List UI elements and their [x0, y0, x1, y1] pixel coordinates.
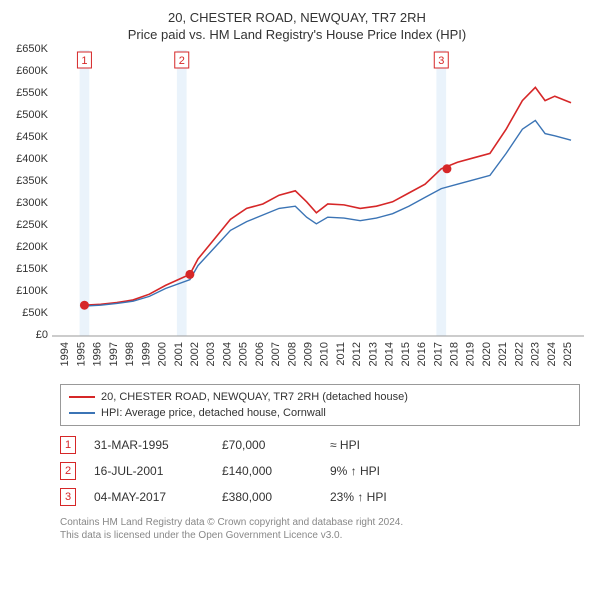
y-tick-label: £400K: [4, 153, 48, 165]
y-tick-label: £650K: [4, 43, 48, 55]
legend-swatch: [69, 412, 95, 414]
chart: 1993 1994 1995 1996 1997 1998 1999 2000 2001 2002…: [52, 46, 590, 376]
svg-text:2025: 2025: [562, 342, 574, 366]
svg-text:2006: 2006: [254, 342, 266, 366]
attribution: Contains HM Land Registry data © Crown c…: [60, 516, 580, 542]
svg-text:2014: 2014: [384, 342, 396, 366]
svg-text:2000: 2000: [157, 342, 169, 366]
svg-text:2015: 2015: [400, 342, 412, 366]
sale-row: 1 31-MAR-1995 £70,000 ≈ HPI: [60, 432, 580, 458]
svg-text:1996: 1996: [92, 342, 104, 366]
svg-text:2002: 2002: [189, 342, 201, 366]
sale-price: £140,000: [222, 464, 312, 478]
y-tick-label: £450K: [4, 131, 48, 143]
svg-text:1995: 1995: [75, 342, 87, 366]
sale-badge: 3: [60, 488, 76, 506]
svg-text:2003: 2003: [205, 342, 217, 366]
sale-date: 16-JUL-2001: [94, 464, 204, 478]
y-tick-label: £350K: [4, 175, 48, 187]
svg-text:3: 3: [438, 55, 444, 67]
svg-text:1997: 1997: [108, 342, 120, 366]
legend-swatch: [69, 396, 95, 398]
sale-hpi: 9% ↑ HPI: [330, 464, 420, 478]
sale-price: £380,000: [222, 490, 312, 504]
svg-text:2016: 2016: [416, 342, 428, 366]
y-tick-label: £100K: [4, 285, 48, 297]
svg-text:2010: 2010: [319, 342, 331, 366]
svg-text:2012: 2012: [351, 342, 363, 366]
svg-text:2013: 2013: [367, 342, 379, 366]
svg-text:2017: 2017: [432, 342, 444, 366]
y-tick-label: £500K: [4, 109, 48, 121]
svg-text:2: 2: [179, 55, 185, 67]
sale-price: £70,000: [222, 438, 312, 452]
svg-text:1: 1: [81, 55, 87, 67]
svg-text:2009: 2009: [303, 342, 315, 366]
y-tick-label: £300K: [4, 197, 48, 209]
y-tick-label: £600K: [4, 65, 48, 77]
svg-text:2020: 2020: [481, 342, 493, 366]
y-tick-label: £150K: [4, 263, 48, 275]
legend: 20, CHESTER ROAD, NEWQUAY, TR7 2RH (deta…: [60, 384, 580, 426]
svg-text:2001: 2001: [173, 342, 185, 366]
y-tick-label: £550K: [4, 87, 48, 99]
sale-row: 3 04-MAY-2017 £380,000 23% ↑ HPI: [60, 484, 580, 510]
y-tick-label: £0: [4, 329, 48, 341]
legend-row: 20, CHESTER ROAD, NEWQUAY, TR7 2RH (deta…: [69, 389, 571, 405]
page-subtitle: Price paid vs. HM Land Registry's House …: [4, 27, 590, 42]
page-title: 20, CHESTER ROAD, NEWQUAY, TR7 2RH: [4, 10, 590, 25]
legend-label: 20, CHESTER ROAD, NEWQUAY, TR7 2RH (deta…: [101, 389, 408, 405]
svg-text:2024: 2024: [546, 342, 558, 366]
y-tick-label: £250K: [4, 219, 48, 231]
sale-hpi: ≈ HPI: [330, 438, 420, 452]
svg-text:2019: 2019: [465, 342, 477, 366]
sale-badge: 2: [60, 462, 76, 480]
sale-date: 31-MAR-1995: [94, 438, 204, 452]
chart-svg: 1993 1994 1995 1996 1997 1998 1999 2000 2001 2002…: [52, 46, 588, 376]
svg-text:2018: 2018: [448, 342, 460, 366]
svg-text:2008: 2008: [286, 342, 298, 366]
sale-badge: 1: [60, 436, 76, 454]
svg-text:1998: 1998: [124, 342, 136, 366]
svg-text:2011: 2011: [335, 342, 347, 366]
svg-text:2023: 2023: [530, 342, 542, 366]
svg-text:2022: 2022: [513, 342, 525, 366]
svg-text:1993: 1993: [52, 342, 55, 366]
sales-table: 1 31-MAR-1995 £70,000 ≈ HPI 2 16-JUL-2001 £140…: [60, 432, 580, 510]
sale-date: 04-MAY-2017: [94, 490, 204, 504]
y-tick-label: £200K: [4, 241, 48, 253]
svg-text:1999: 1999: [140, 342, 152, 366]
svg-text:1994: 1994: [59, 342, 71, 366]
svg-text:2004: 2004: [221, 342, 233, 366]
svg-text:2007: 2007: [270, 342, 282, 366]
attribution-line: This data is licensed under the Open Gov…: [60, 529, 580, 542]
svg-text:2021: 2021: [497, 342, 509, 366]
svg-text:2005: 2005: [238, 342, 250, 366]
legend-row: HPI: Average price, detached house, Corn…: [69, 405, 571, 421]
attribution-line: Contains HM Land Registry data © Crown c…: [60, 516, 580, 529]
y-tick-label: £50K: [4, 307, 48, 319]
sale-row: 2 16-JUL-2001 £140,000 9% ↑ HPI: [60, 458, 580, 484]
legend-label: HPI: Average price, detached house, Corn…: [101, 405, 326, 421]
sale-hpi: 23% ↑ HPI: [330, 490, 420, 504]
